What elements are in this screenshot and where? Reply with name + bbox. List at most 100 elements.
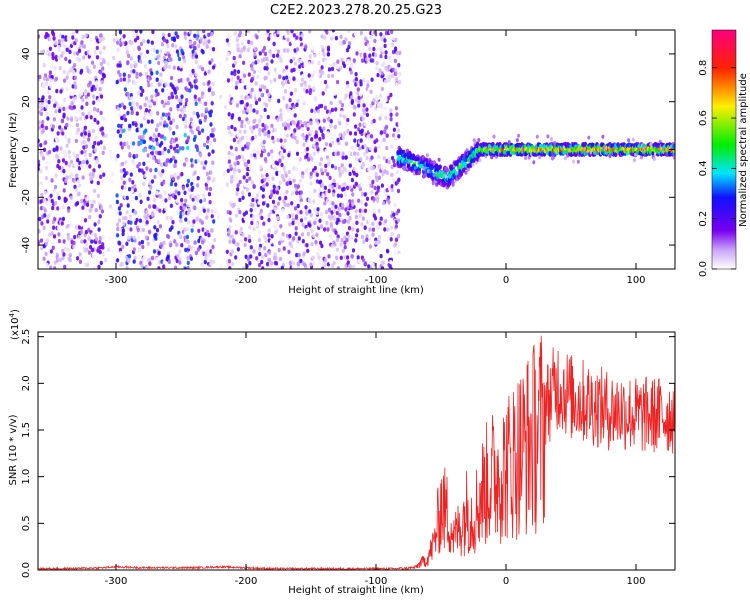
spectrogram-point [210, 214, 214, 219]
spectrogram-point [272, 189, 276, 195]
spectrogram-point [284, 195, 288, 201]
spectrogram-point [82, 55, 86, 60]
spectrogram-point [371, 58, 375, 63]
spectrogram-point [267, 228, 271, 233]
spectrogram-point [74, 38, 78, 43]
spectrogram-point [317, 187, 321, 193]
spectrogram-point [242, 175, 246, 180]
spectrogram-point [176, 104, 180, 109]
spectrogram-point [358, 122, 362, 128]
spectrogram-point [149, 185, 153, 190]
spectrogram-point [375, 138, 379, 143]
spectrogram-point [102, 172, 106, 177]
spectrogram-point [47, 99, 51, 105]
spectrogram-point [320, 65, 324, 70]
spectrogram-point [164, 49, 168, 54]
spectrogram-point [358, 208, 362, 213]
spectrogram-point [193, 240, 197, 245]
spectrogram-point [149, 136, 153, 141]
spectrogram-point [253, 46, 257, 52]
spectrogram-point [394, 37, 398, 43]
spectrogram-point [169, 203, 173, 208]
spectrogram-point [58, 257, 63, 263]
spectrogram-point [532, 160, 536, 165]
spectrogram-point [563, 156, 567, 161]
spectrogram-point [282, 148, 286, 154]
spectrogram-point [293, 48, 297, 53]
spectrogram-point [164, 82, 168, 87]
spectrogram-point [241, 195, 245, 200]
spectrogram-point [283, 70, 287, 76]
spectrogram-point [88, 69, 92, 75]
spectrogram-point [333, 215, 338, 220]
spectrogram-point [215, 47, 219, 52]
spectrogram-point [198, 211, 202, 216]
spectrogram-point [331, 30, 335, 33]
spectrogram-point [171, 220, 175, 225]
spectrogram-point [244, 210, 248, 215]
spectrogram-point [157, 54, 161, 59]
spectrogram-point [323, 201, 327, 206]
spectrogram-point [233, 71, 237, 77]
spectrogram-point [254, 81, 258, 86]
spectrogram-point [112, 38, 116, 43]
spectrogram-point [63, 264, 67, 269]
spectrogram-point [348, 41, 352, 46]
spectrogram-point [48, 36, 52, 42]
spectrogram-point [383, 79, 387, 84]
spectrogram-point [153, 174, 157, 180]
spectrogram-point [257, 97, 262, 102]
spectrogram-point [344, 106, 348, 111]
spectrogram-point [169, 182, 173, 187]
spectrogram-point [192, 247, 196, 252]
spectrogram-point [323, 262, 327, 268]
spectrogram-point [87, 250, 91, 255]
spectrogram-point [38, 74, 42, 80]
spectrogram-point [91, 252, 95, 258]
spectrogram-point [286, 37, 290, 42]
spectrogram-point [248, 176, 252, 181]
snr-background [38, 332, 675, 570]
spectrogram-point [386, 67, 390, 73]
spectrogram-point [263, 85, 267, 90]
spectrogram-point [165, 158, 169, 164]
spectrogram-point [363, 110, 367, 116]
spectrogram-point [299, 190, 303, 195]
spectrogram-point [368, 244, 373, 249]
spectrogram-point [283, 138, 287, 143]
spectrogram-point [67, 247, 71, 253]
spectrogram-point [343, 235, 347, 240]
spectrogram-point [227, 159, 231, 164]
spectrogram-point [195, 217, 199, 222]
x-tick-label: -200 [235, 275, 258, 286]
spectrogram-point [279, 108, 283, 113]
spectrogram-point [165, 215, 169, 221]
spectrogram-point [89, 115, 93, 120]
spectrogram-point [148, 181, 152, 186]
spectrogram-point [237, 168, 241, 174]
spectrogram-point [267, 129, 271, 135]
spectrogram-point [372, 118, 376, 124]
spectrogram-point [206, 179, 210, 184]
spectrogram-point [52, 225, 56, 230]
spectrogram-point [230, 71, 234, 76]
spectrogram-point [267, 71, 271, 76]
spectrogram-point [226, 68, 230, 73]
spectrogram-point [236, 187, 240, 192]
spectrogram-point [250, 66, 254, 72]
spectrogram-point [365, 196, 370, 201]
spectrogram-point [397, 208, 401, 213]
spectrogram-point [125, 241, 129, 246]
spectrogram-point [230, 77, 234, 82]
spectrogram-point [382, 156, 386, 161]
spectrogram-point [174, 189, 178, 194]
spectrogram-point [148, 261, 152, 266]
spectrogram-point [85, 160, 89, 165]
spectrogram-point [336, 193, 340, 198]
spectrogram-point [40, 192, 44, 198]
spectrogram-point [80, 105, 84, 110]
spectrogram-point [326, 131, 330, 136]
spectrogram-point [165, 123, 169, 128]
spectrogram-point [266, 42, 270, 48]
spectrogram-point [51, 55, 55, 61]
